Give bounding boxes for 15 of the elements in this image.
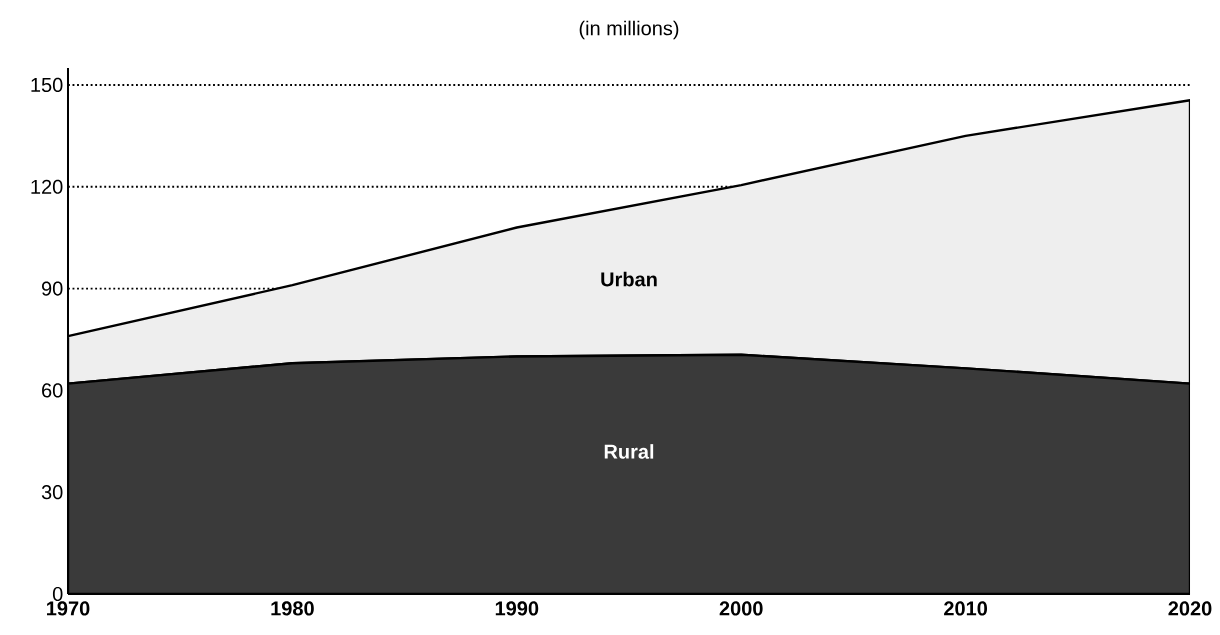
y-tick-label: 30 [41,485,63,500]
x-tick-label: 2010 [944,601,988,616]
chart-title: (in millions) [579,20,679,40]
y-tick-label: 120 [31,179,63,194]
y-tick-label: 0 [52,586,63,602]
y-tick-label: 90 [41,281,63,296]
y-tick-label: 150 [31,77,63,93]
x-tick-label: 1970 [47,601,90,616]
y-tick-label: 60 [42,383,63,398]
series-label: Urban [601,271,657,287]
x-tick-label: 1980 [271,601,314,616]
series-label: Rural [604,444,654,459]
x-tick-label: 2000 [719,601,763,616]
x-tick-label: 1990 [495,601,539,616]
x-tick-label: 2020 [1168,601,1212,616]
